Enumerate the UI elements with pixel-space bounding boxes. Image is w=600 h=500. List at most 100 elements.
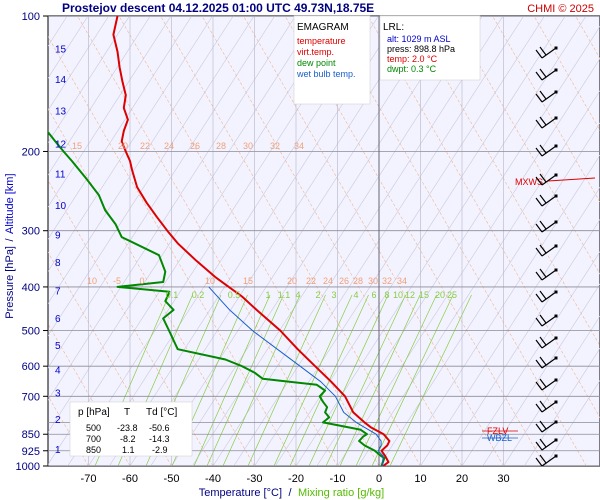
table-cell-p: 500 <box>86 423 101 433</box>
copyright: CHMI © 2025 <box>527 3 594 15</box>
altitude-tick-label: 10 <box>55 201 67 212</box>
table-header-t: T <box>124 407 130 418</box>
dry-adiabat-label: 30 <box>368 276 378 286</box>
wind-barb-icon <box>535 194 558 207</box>
level-markers: MXWS FZLV WBZL <box>482 177 596 443</box>
mixing-ratio-label: 25 <box>447 290 457 300</box>
lrl-alt: alt: 1029 m ASL <box>387 34 451 44</box>
chart-title: Prostejov descent 04.12.2025 01:00 UTC 4… <box>62 1 374 15</box>
pressure-tick-label: 500 <box>22 326 40 338</box>
isotherm-line <box>48 16 296 401</box>
dry-adiabat-line <box>160 16 421 466</box>
isotherm-line <box>378 122 600 466</box>
mixing-ratio-label: 1.1 <box>278 290 291 300</box>
table-header-p: p [hPa] <box>78 407 110 418</box>
wind-barb-icon <box>535 90 558 103</box>
altitude-tick-label: 6 <box>55 314 61 325</box>
dry-adiabat-label: 32 <box>270 141 280 151</box>
mixing-ratio-label: 0.2 <box>192 290 205 300</box>
table-cell-t: -8.2 <box>120 434 136 444</box>
wind-barb-icon <box>535 173 558 186</box>
mixing-ratio-line <box>325 294 406 466</box>
legend-title: EMAGRAM <box>297 22 349 33</box>
altitude-tick-label: 4 <box>55 365 61 376</box>
lrl-box: LRL: alt: 1029 m ASL press: 898.8 hPa te… <box>379 15 481 81</box>
temperature-tick-label: -70 <box>81 473 97 485</box>
level-label-mxws: MXWS <box>515 177 543 187</box>
series-line-dew-point <box>48 130 386 466</box>
isotherm-line <box>48 16 213 272</box>
dry-adiabat-label: 28 <box>216 141 226 151</box>
table-header-td: Td [°C] <box>146 407 177 418</box>
mixing-ratio-line <box>273 294 353 466</box>
table-cell-td: -14.3 <box>149 434 170 444</box>
wind-barb-icon <box>535 336 558 349</box>
temperature-tick-label: -60 <box>122 473 138 485</box>
dry-adiabat-label: 26 <box>190 141 200 151</box>
dry-adiabat-label: 34 <box>397 276 407 286</box>
isotherm-line <box>482 283 600 466</box>
series-line-temperature <box>112 16 391 466</box>
mixing-ratio-line <box>193 294 271 466</box>
isotherm-line <box>461 251 600 466</box>
lrl-dwpt: dwpt: 0.3 °C <box>387 64 437 74</box>
mixing-ratio-line <box>339 294 421 466</box>
isotherm-line <box>440 219 600 466</box>
wind-barb-icon <box>535 220 558 233</box>
dry-adiabat-line <box>77 16 338 466</box>
dry-adiabat-label: 10 <box>205 276 215 286</box>
dry-adiabat-label: 20 <box>287 276 297 286</box>
dry-adiabat-label: 24 <box>323 276 333 286</box>
dry-adiabat-line <box>118 16 380 466</box>
dry-adiabat-label: 32 <box>382 276 392 286</box>
mixing-ratio-line <box>308 294 389 466</box>
altitude-tick-label: 11 <box>55 170 66 181</box>
wind-barb-icon <box>535 420 558 433</box>
dry-adiabat-line <box>48 107 255 466</box>
mixing-ratio-label: 0.5 <box>228 290 241 300</box>
pressure-tick-label: 300 <box>22 226 40 238</box>
level-line-mxws <box>547 177 596 182</box>
y-axis-label-pressure: Pressure [hPa] <box>4 246 16 319</box>
mixing-ratio-label: 10 <box>393 290 403 300</box>
mixing-ratio-line <box>355 294 437 466</box>
isotherm-line <box>48 16 151 176</box>
pressure-tick-label: 200 <box>22 146 40 158</box>
pressure-tick-label: 600 <box>22 361 40 373</box>
legend-item-temperature: temperature <box>297 36 346 46</box>
altitude-tick-label: 2 <box>55 415 61 426</box>
mixing-ratio-label: 0.1 <box>166 290 179 300</box>
dry-adiabat-line <box>48 179 214 466</box>
altitude-tick-label: 12 <box>55 139 67 150</box>
wind-barbs <box>535 46 558 467</box>
dry-adiabat-label: 24 <box>164 141 174 151</box>
dry-adiabat-label: 0 <box>139 276 144 286</box>
isotherm-line <box>212 16 504 466</box>
dry-adiabat-line <box>326 16 587 466</box>
mixing-ratio-label: 6 <box>371 290 376 300</box>
wind-barb-icon <box>535 454 558 467</box>
altitude-tick-label: 15 <box>55 44 67 55</box>
isotherm-line <box>48 16 338 466</box>
temperature-tick-label: -50 <box>164 473 180 485</box>
legend-item-virt-temp: virt.temp. <box>297 47 334 57</box>
wind-barb-icon <box>535 290 558 303</box>
isotherm-line <box>48 16 255 337</box>
mixing-ratio-line <box>389 294 472 466</box>
temperature-tick-label: -30 <box>247 473 263 485</box>
table-cell-t: -23.8 <box>117 423 138 433</box>
dry-adiabat-label: 22 <box>306 276 316 286</box>
x-axis-label-mixing-ratio: Mixing ratio [g/kg] <box>298 487 384 499</box>
table-cell-td: -50.6 <box>149 423 170 433</box>
mixing-ratio-label: 3 <box>331 290 336 300</box>
wind-barb-icon <box>535 68 558 81</box>
altitude-tick-label: 5 <box>55 341 61 352</box>
legend-item-dew-point: dew point <box>297 58 336 68</box>
isotherm-line <box>171 16 462 466</box>
mixing-ratio-label: 20 <box>435 290 445 300</box>
temperature-tick-label: -20 <box>288 473 304 485</box>
table-cell-td: -2.9 <box>152 445 168 455</box>
wind-barb-icon <box>535 144 558 157</box>
lrl-temp: temp: 2.0 °C <box>387 54 438 64</box>
